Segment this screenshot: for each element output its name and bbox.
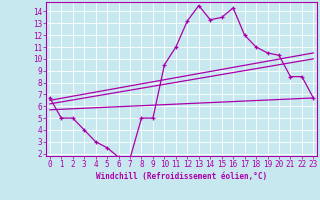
X-axis label: Windchill (Refroidissement éolien,°C): Windchill (Refroidissement éolien,°C) xyxy=(96,172,267,181)
